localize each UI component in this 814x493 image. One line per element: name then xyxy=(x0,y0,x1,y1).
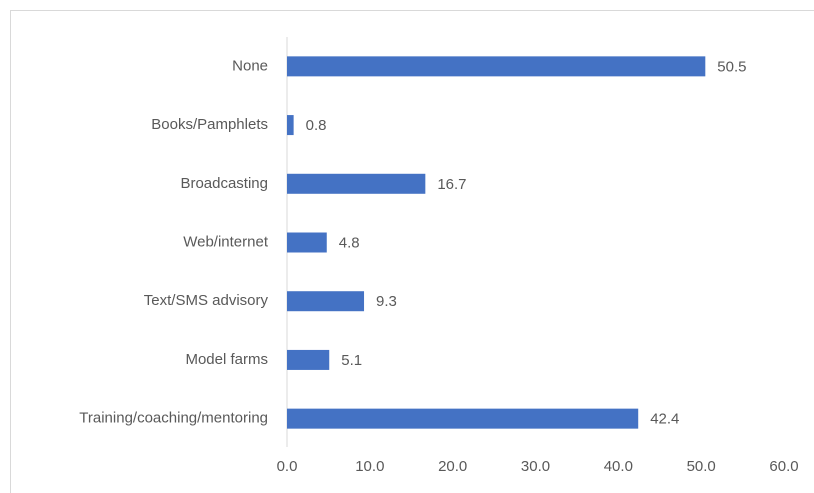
x-tick-label: 30.0 xyxy=(521,458,550,475)
bar xyxy=(287,291,365,312)
data-label: 50.5 xyxy=(717,58,746,75)
y-tick-label: Broadcasting xyxy=(180,175,268,192)
y-tick-label: Text/SMS advisory xyxy=(144,292,269,309)
bar xyxy=(287,408,639,429)
data-label: 16.7 xyxy=(437,176,466,193)
x-tick-label: 20.0 xyxy=(438,458,467,475)
bar xyxy=(287,173,426,194)
x-tick-label: 60.0 xyxy=(769,458,798,475)
data-label: 9.3 xyxy=(376,293,397,310)
bar xyxy=(287,56,706,77)
y-tick-label: Training/coaching/mentoring xyxy=(79,410,268,427)
y-tick-label: Web/internet xyxy=(183,233,269,250)
data-label: 5.1 xyxy=(341,352,362,369)
y-tick-label: None xyxy=(232,57,268,74)
y-tick-label: Model farms xyxy=(185,351,268,368)
data-label: 4.8 xyxy=(339,234,360,251)
bar xyxy=(287,115,294,136)
data-label: 42.4 xyxy=(650,411,679,428)
x-tick-label: 40.0 xyxy=(604,458,633,475)
x-tick-label: 50.0 xyxy=(687,458,716,475)
chart-border xyxy=(10,10,814,493)
x-tick-label: 10.0 xyxy=(355,458,384,475)
x-tick-label: 0.0 xyxy=(277,458,298,475)
data-label: 0.8 xyxy=(306,117,327,134)
bar xyxy=(287,232,327,253)
y-tick-label: Books/Pamphlets xyxy=(151,116,268,133)
bar xyxy=(287,349,330,370)
